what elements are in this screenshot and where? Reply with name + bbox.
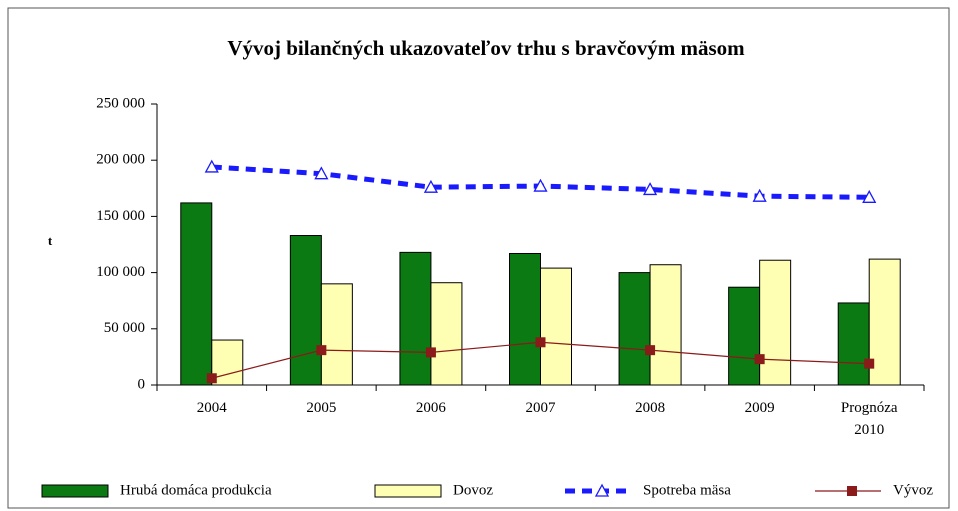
bar — [211, 339, 244, 386]
bar — [837, 302, 870, 386]
x-tick-line: 2005 — [306, 400, 336, 416]
x-tick-line: 2008 — [635, 400, 665, 416]
x-tick-label: 2008 — [635, 400, 665, 416]
y-tick-label: 100 000 — [96, 264, 145, 280]
legend-label: Dovoz — [453, 482, 493, 498]
bar — [540, 267, 572, 386]
marker — [754, 354, 765, 365]
marker — [645, 345, 656, 356]
x-tick-line: 2007 — [526, 400, 557, 416]
bar — [509, 252, 541, 386]
x-tick-label: Prognóza 2010 — [841, 400, 898, 438]
chart-title: Vývoj bilančných ukazovateľov trhu s bra… — [227, 36, 745, 60]
x-tick-label: 2009 — [745, 400, 775, 416]
x-tick-line: 2010 — [854, 422, 884, 438]
bar — [430, 282, 463, 386]
legend-swatch — [374, 484, 442, 498]
y-tick-label: 250 000 — [96, 95, 145, 111]
marker — [535, 337, 546, 348]
bar — [649, 264, 682, 386]
bar — [618, 272, 651, 386]
y-tick-label: 50 000 — [104, 320, 145, 336]
y-tick-label: 150 000 — [96, 208, 145, 224]
y-tick-label: 200 000 — [96, 152, 145, 168]
legend-label: Spotreba mäsa — [643, 482, 731, 498]
marker — [425, 347, 436, 358]
marker — [314, 166, 329, 180]
marker — [752, 188, 767, 202]
x-tick-line: 2006 — [416, 400, 447, 416]
marker — [864, 358, 875, 369]
legend-label: Vývoz — [893, 482, 933, 498]
y-tick-label: 0 — [138, 376, 146, 392]
bar — [320, 283, 353, 386]
x-tick-label: 2006 — [416, 400, 447, 416]
legend-label: Hrubá domáca produkcia — [120, 482, 272, 498]
bar — [759, 259, 792, 386]
x-tick-label: 2005 — [306, 400, 336, 416]
x-tick-label: 2007 — [526, 400, 557, 416]
marker — [642, 182, 658, 196]
marker — [206, 373, 217, 384]
chart-border — [7, 7, 950, 509]
x-tick-line: 2009 — [745, 400, 775, 416]
marker — [847, 486, 857, 496]
bar — [180, 202, 213, 386]
marker — [862, 189, 877, 203]
marker — [594, 483, 610, 497]
bar — [289, 235, 322, 386]
bar — [868, 258, 901, 386]
bar — [399, 251, 432, 386]
x-tick-line: 2004 — [197, 400, 228, 416]
marker — [533, 178, 548, 192]
marker — [316, 345, 327, 356]
y-axis-label: t — [48, 233, 53, 248]
x-tick-label: 2004 — [197, 400, 228, 416]
bar — [728, 286, 761, 386]
legend-swatch — [41, 484, 109, 498]
x-tick-line: Prognóza — [841, 400, 898, 416]
marker — [204, 159, 219, 173]
marker — [423, 179, 439, 193]
